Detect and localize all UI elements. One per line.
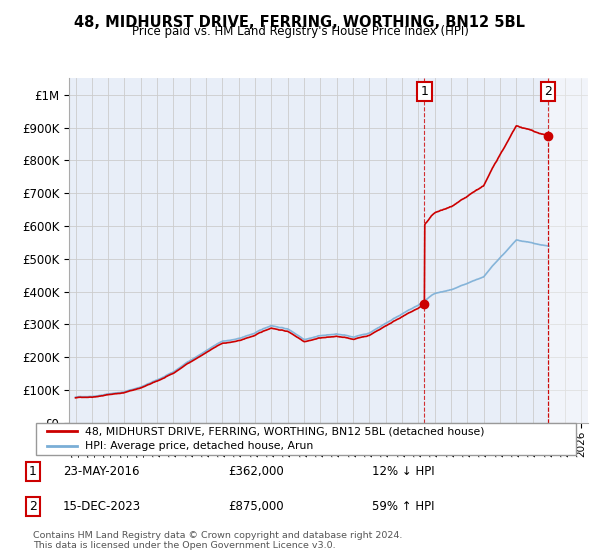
Text: 23-MAY-2016: 23-MAY-2016: [63, 465, 139, 478]
Text: HPI: Average price, detached house, Arun: HPI: Average price, detached house, Arun: [85, 441, 313, 451]
Text: 2: 2: [544, 85, 552, 98]
Text: 48, MIDHURST DRIVE, FERRING, WORTHING, BN12 5BL (detached house): 48, MIDHURST DRIVE, FERRING, WORTHING, B…: [85, 426, 484, 436]
Text: £875,000: £875,000: [228, 500, 284, 514]
Text: 12% ↓ HPI: 12% ↓ HPI: [372, 465, 434, 478]
Text: 1: 1: [29, 465, 37, 478]
Text: £362,000: £362,000: [228, 465, 284, 478]
Text: 59% ↑ HPI: 59% ↑ HPI: [372, 500, 434, 514]
Text: 15-DEC-2023: 15-DEC-2023: [63, 500, 141, 514]
Text: Contains HM Land Registry data © Crown copyright and database right 2024.
This d: Contains HM Land Registry data © Crown c…: [33, 531, 403, 550]
Text: Price paid vs. HM Land Registry's House Price Index (HPI): Price paid vs. HM Land Registry's House …: [131, 25, 469, 38]
Text: 1: 1: [421, 85, 428, 98]
Text: 48, MIDHURST DRIVE, FERRING, WORTHING, BN12 5BL: 48, MIDHURST DRIVE, FERRING, WORTHING, B…: [74, 15, 526, 30]
Text: 2: 2: [29, 500, 37, 514]
FancyBboxPatch shape: [36, 423, 576, 455]
